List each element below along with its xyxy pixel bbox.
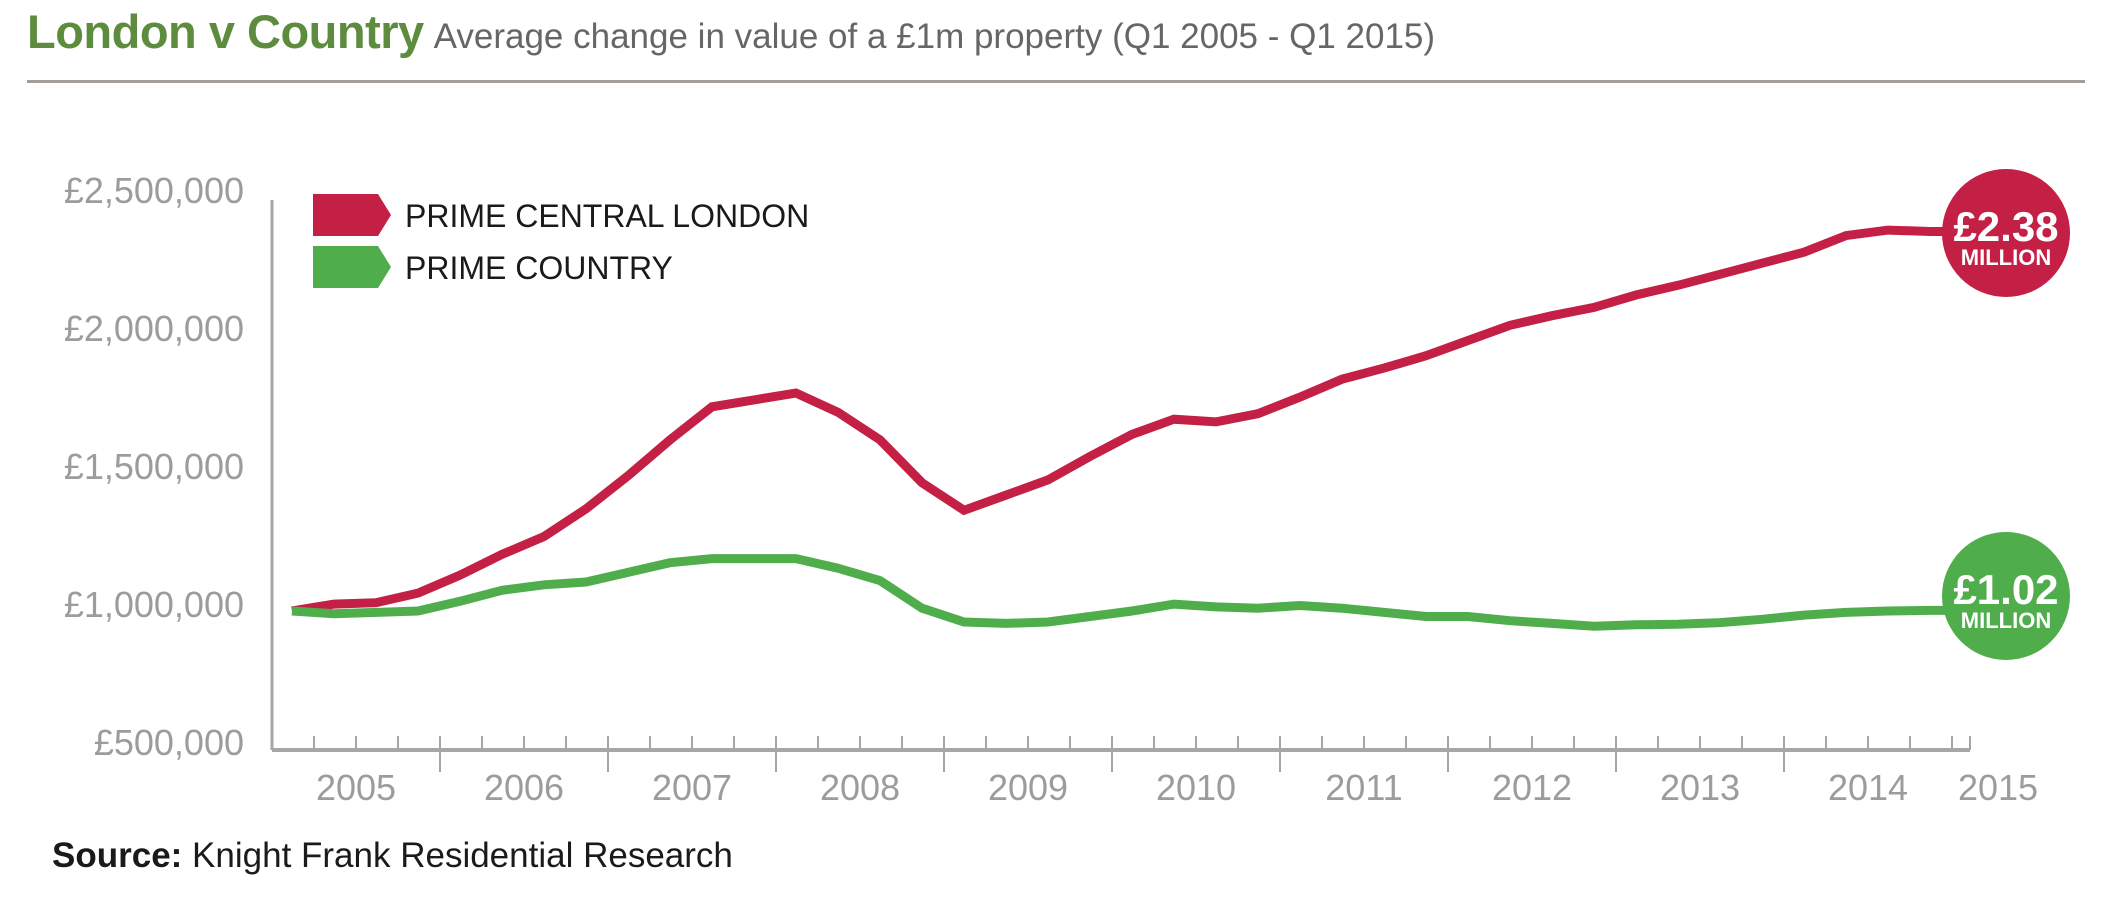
y-tick-label: £2,000,000 — [64, 308, 244, 349]
country-end-badge — [1942, 532, 2070, 660]
x-tick-label: 2013 — [1660, 767, 1740, 808]
legend-label-london: PRIME CENTRAL LONDON — [405, 198, 809, 234]
x-tick-label: 2015 — [1958, 767, 2038, 808]
series-lines — [291, 225, 1972, 631]
x-tick-label: 2006 — [484, 767, 564, 808]
chart-title: London v Country — [27, 5, 424, 58]
prime-country-line — [291, 554, 1972, 631]
y-axis-ticks: £2,500,000 £2,000,000 £1,500,000 £1,000,000… — [64, 170, 244, 763]
x-tick-label: 2007 — [652, 767, 732, 808]
y-tick-label: £1,500,000 — [64, 446, 244, 487]
x-axis-ticks: 2005 2006 2007 2008 2009 2010 2011 2012 2013 2014… — [313, 736, 2038, 808]
badge-value: £1.02 — [1953, 566, 2058, 613]
badge-unit: MILLION — [1961, 608, 2051, 633]
source-note: Source: Knight Frank Residential Researc… — [52, 836, 733, 876]
legend-label-country: PRIME COUNTRY — [405, 250, 673, 286]
source-text: Knight Frank Residential Research — [192, 836, 733, 875]
header-divider — [27, 80, 2085, 83]
x-tick-label: 2010 — [1156, 767, 1236, 808]
london-end-badge — [1942, 169, 2070, 297]
y-tick-label: £1,000,000 — [64, 584, 244, 625]
y-tick-label: £2,500,000 — [64, 170, 244, 211]
legend-swatch-london — [313, 194, 391, 236]
source-label: Source: — [52, 836, 183, 875]
x-tick-label: 2008 — [820, 767, 900, 808]
x-tick-label: 2009 — [988, 767, 1068, 808]
x-tick-label: 2014 — [1828, 767, 1908, 808]
legend: PRIME CENTRAL LONDON PRIME COUNTRY — [313, 194, 809, 288]
x-tick-label: 2012 — [1492, 767, 1572, 808]
prime-central-london-line — [291, 225, 1972, 616]
axes — [270, 200, 1970, 752]
y-tick-label: £500,000 — [94, 722, 244, 763]
x-tick-label: 2011 — [1325, 767, 1402, 808]
chart-header: London v Country Average change in value … — [27, 4, 1435, 59]
chart-subtitle: Average change in value of a £1m propert… — [433, 17, 1436, 56]
badge-unit: MILLION — [1961, 245, 2051, 270]
legend-swatch-country — [313, 246, 391, 288]
badge-value: £2.38 — [1953, 203, 2058, 250]
x-tick-label: 2005 — [316, 767, 396, 808]
